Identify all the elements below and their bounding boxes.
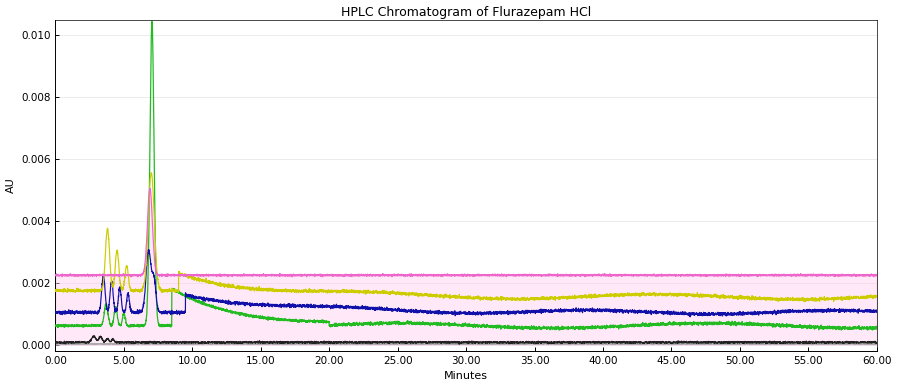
Y-axis label: AU: AU: [5, 178, 15, 193]
Title: HPLC Chromatogram of Flurazepam HCl: HPLC Chromatogram of Flurazepam HCl: [341, 5, 591, 19]
X-axis label: Minutes: Minutes: [444, 372, 488, 382]
